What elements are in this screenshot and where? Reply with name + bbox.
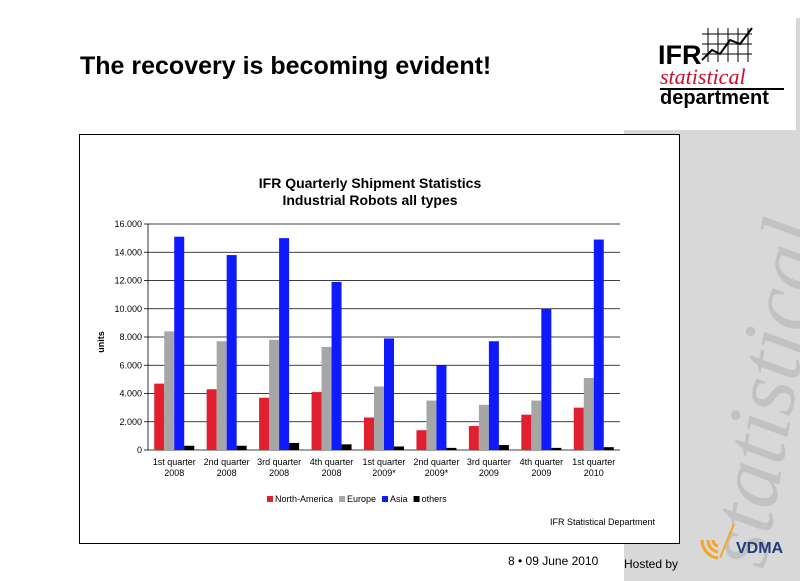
logo-chart-icon (701, 27, 753, 62)
bar (426, 400, 437, 450)
bar (446, 447, 457, 450)
bar (603, 447, 614, 450)
y-tick-label: 4.000 (119, 389, 142, 399)
x-tick-label: 2009* (425, 468, 449, 478)
bar (521, 414, 532, 450)
bar (531, 400, 542, 450)
bar (206, 389, 217, 450)
x-tick-label: 2008 (217, 468, 237, 478)
bar (364, 417, 374, 450)
y-axis-label: units (96, 331, 106, 353)
slide-title: The recovery is becoming evident! (80, 52, 492, 80)
bar (374, 386, 384, 450)
x-tick-label: 2010 (584, 468, 604, 478)
bar (289, 442, 300, 450)
bar (331, 281, 342, 450)
axes: 0 2.000 4.000 6.000 8.000 10.000 12.000 14.000 1… (114, 219, 615, 478)
legend-swatch (382, 496, 389, 502)
logo-ifr-text: IFR (658, 40, 702, 70)
x-tick-label: 4th quarter (310, 457, 354, 467)
bar (541, 308, 552, 450)
x-tick-label: 2nd quarter (204, 457, 250, 467)
bar (216, 341, 227, 450)
bar (174, 236, 185, 450)
slide-footer: 8 • 09 June 2010 (508, 554, 599, 568)
x-tick-label: 2009 (531, 468, 551, 478)
legend-swatch (339, 496, 346, 502)
legend-label: North-America (275, 494, 333, 504)
bar (311, 392, 322, 450)
vdma-logo-icon (700, 523, 735, 560)
x-tick-label: 2008 (322, 468, 342, 478)
logo-department-text: department (660, 87, 769, 109)
bar (259, 397, 270, 450)
x-tick-label: 2009* (372, 468, 396, 478)
bar (269, 339, 280, 450)
bar (488, 341, 499, 450)
vdma-logo-text: VDMA (736, 540, 784, 557)
x-tick-label: 3rd quarter (467, 457, 511, 467)
bar (226, 255, 237, 450)
x-tick-label: 1st quarter (572, 457, 615, 467)
y-tick-label: 2.000 (119, 417, 142, 427)
y-tick-label: 14.000 (114, 247, 142, 257)
bar (416, 430, 427, 450)
statistical-watermark: statistical (686, 212, 800, 574)
x-tick-label: 2nd quarter (413, 457, 459, 467)
bar (321, 346, 332, 450)
chart-title: IFR Quarterly Shipment Statistics (259, 175, 482, 191)
legend-swatch (413, 496, 420, 502)
bar (341, 444, 352, 450)
bar (583, 377, 594, 450)
legend-label: Europe (347, 494, 376, 504)
y-tick-label: 8.000 (119, 332, 142, 342)
bar (236, 445, 247, 450)
bar (436, 365, 447, 450)
y-tick-label: 16.000 (114, 219, 142, 229)
bar (394, 446, 404, 450)
source-note: IFR Statistical Department (550, 517, 656, 527)
y-tick-label: 0 (137, 445, 142, 455)
bar (478, 404, 489, 450)
hosted-by-label: Hosted by (624, 557, 679, 571)
y-tick-label: 12.000 (114, 276, 142, 286)
legend: North-America Europe Asia others (267, 494, 447, 504)
legend-label: others (422, 494, 448, 504)
ifr-logo-box (624, 18, 796, 130)
chart-subtitle: Industrial Robots all types (282, 192, 457, 208)
x-tick-label: 4th quarter (520, 457, 564, 467)
logo-divider (660, 88, 784, 90)
x-tick-label: 1st quarter (153, 457, 196, 467)
bar-chart: IFR Quarterly Shipment Statistics Indust… (96, 175, 656, 527)
bar (384, 338, 394, 450)
x-tick-label: 2009 (479, 468, 499, 478)
bar (593, 239, 604, 450)
legend-label: Asia (390, 494, 408, 504)
y-tick-label: 6.000 (119, 360, 142, 370)
chart-frame: IFR Quarterly Shipment Statistics Indust… (79, 134, 680, 544)
logo-statistical-text: statistical (660, 64, 746, 89)
bar (279, 238, 290, 450)
x-tick-label: 1st quarter (362, 457, 405, 467)
bar (551, 447, 562, 450)
x-tick-label: 3rd quarter (257, 457, 301, 467)
x-tick-label: 2008 (269, 468, 289, 478)
bars (154, 236, 614, 450)
y-tick-label: 10.000 (114, 304, 142, 314)
bar (154, 383, 165, 450)
bar (164, 331, 175, 450)
x-tick-label: 2008 (164, 468, 184, 478)
bar (573, 407, 584, 450)
bar (468, 425, 479, 450)
bar (498, 445, 509, 450)
legend-swatch (267, 496, 273, 502)
bar (184, 445, 195, 450)
